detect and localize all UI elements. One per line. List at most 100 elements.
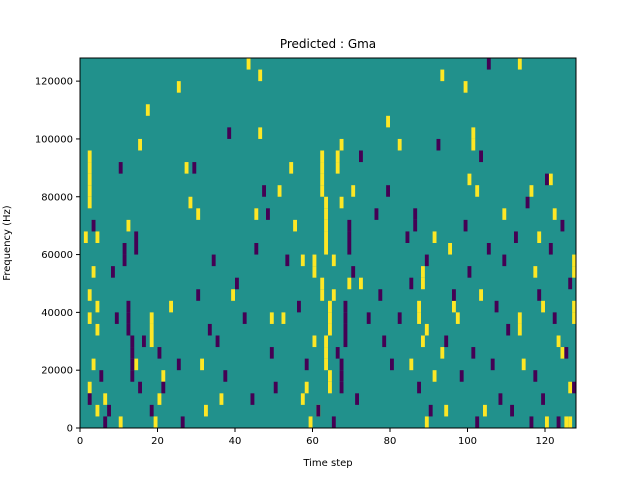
- heatmap-cell-high-6: [91, 266, 96, 278]
- x-axis-ticks: 0 20 40 60 80 100 120: [77, 428, 555, 447]
- heatmap-cell-high-86: [421, 335, 425, 348]
- heatmap-cell-high-46: [300, 393, 305, 405]
- heatmap-cell-high-57: [324, 243, 328, 255]
- heatmap-cell-low-84: [486, 58, 491, 70]
- heatmap-cell-low-24: [176, 358, 181, 371]
- heatmap-cell-low-59: [359, 150, 363, 163]
- heatmap-cell-low-69: [413, 219, 418, 232]
- heatmap-cell-high-122: [568, 381, 573, 394]
- heatmap-cell-high-116: [548, 173, 553, 186]
- heatmap-cell-high-124: [572, 300, 576, 313]
- heatmap-cell-low-12: [126, 300, 131, 313]
- heatmap-cell-high-30: [188, 196, 193, 209]
- heatmap-cell-high-33: [204, 404, 208, 417]
- heatmap-cell-high-32: [200, 358, 204, 371]
- heatmap-cell-low-42: [297, 300, 301, 313]
- heatmap-cell-low-47: [339, 381, 344, 394]
- heatmap-cell-high-108: [517, 312, 522, 324]
- heatmap-cell-low-75: [444, 335, 449, 348]
- heatmap-cell-low-52: [343, 312, 348, 324]
- heatmap-cell-high-21: [149, 335, 154, 348]
- heatmap-cell-low-85: [490, 358, 495, 371]
- heatmap-cell-low-54: [347, 243, 352, 255]
- x-tick-label-3: 60: [306, 436, 319, 447]
- heatmap-cell-high-39: [258, 69, 263, 82]
- heatmap-cell-high-55: [320, 162, 325, 174]
- heatmap-cell-high-65: [324, 347, 328, 359]
- heatmap-cell-low-55: [347, 231, 352, 243]
- heatmap-cell-high-119: [560, 347, 565, 359]
- heatmap-cell-high-18: [134, 358, 139, 371]
- heatmap-cell-low-74: [436, 138, 441, 151]
- plot-area: [79, 57, 577, 429]
- heatmap-cell-low-35: [250, 393, 255, 405]
- heatmap-cell-low-2: [99, 370, 104, 382]
- x-tick-label-1: 20: [151, 436, 164, 447]
- heatmap-cell-high-10: [87, 381, 92, 394]
- heatmap-cell-low-57: [351, 266, 356, 278]
- heatmap-cell-high-97: [452, 300, 456, 313]
- heatmap-cell-low-56: [347, 219, 352, 232]
- heatmap-cell-low-73: [428, 404, 433, 417]
- heatmap-cell-low-78: [463, 219, 468, 232]
- heatmap-cell-high-71: [328, 300, 332, 313]
- heatmap-cell-high-8: [87, 312, 92, 324]
- heatmap-cell-low-28: [207, 323, 212, 336]
- heatmap-cell-low-87: [498, 393, 503, 405]
- heatmap-cell-high-85: [417, 300, 421, 313]
- heatmap-cell-low-48: [339, 370, 344, 382]
- heatmap-cell-low-13: [130, 370, 135, 382]
- heatmap-cell-high-68: [328, 370, 332, 382]
- heatmap-cell-low-70: [413, 208, 418, 220]
- heatmap-cell-low-89: [506, 323, 511, 336]
- heatmap-cell-low-17: [134, 243, 139, 255]
- heatmap-cell-high-20: [145, 104, 150, 116]
- heatmap-cell-low-9: [122, 243, 127, 255]
- heatmap-cells-high: [83, 58, 576, 428]
- heatmap-cell-high-26: [161, 370, 166, 382]
- heatmap-cell-high-113: [537, 231, 542, 243]
- heatmap-cell-high-61: [324, 196, 328, 209]
- heatmap-cell-high-22: [149, 323, 154, 336]
- heatmap-cell-low-45: [331, 416, 336, 428]
- heatmap-cell-high-90: [424, 416, 429, 428]
- heatmap-cell-low-80: [471, 347, 476, 359]
- heatmap-cell-high-50: [312, 266, 317, 278]
- heatmap-cell-low-25: [180, 416, 185, 428]
- heatmap-cell-high-121: [568, 416, 573, 428]
- x-tick-label-6: 120: [535, 436, 554, 447]
- heatmap-cell-high-56: [320, 150, 325, 163]
- heatmap-cell-low-46: [335, 347, 340, 359]
- heatmap-cell-high-60: [324, 208, 328, 220]
- heatmap-cell-high-79: [351, 185, 356, 197]
- heatmap-cell-low-68: [409, 277, 414, 290]
- heatmap-cell-high-11: [95, 231, 100, 243]
- heatmap-cell-high-63: [320, 277, 325, 290]
- heatmap-cell-high-0: [87, 196, 92, 209]
- heatmap-cell-low-92: [525, 196, 530, 209]
- heatmap-cell-high-72: [331, 254, 336, 267]
- heatmap-cell-high-3: [87, 162, 92, 174]
- heatmap-cell-low-44: [316, 404, 321, 417]
- heatmap-cell-high-101: [471, 138, 476, 151]
- heatmap-cell-low-49: [339, 358, 344, 371]
- heatmap-cell-high-111: [529, 185, 534, 197]
- heatmap-cell-low-40: [273, 381, 278, 394]
- heatmap-cell-high-14: [95, 404, 100, 417]
- heatmap-cell-high-104: [479, 289, 483, 301]
- heatmap-cell-high-118: [556, 335, 561, 348]
- heatmap-cell-high-98: [455, 312, 460, 324]
- heatmap-cell-high-19: [138, 138, 142, 151]
- heatmap-cell-low-96: [541, 393, 545, 405]
- heatmap-cell-high-75: [335, 150, 340, 163]
- y-axis-ticks: 0 20000 40000 60000 80000 100000 120000: [35, 77, 80, 435]
- heatmap-cell-low-33: [235, 277, 239, 290]
- heatmap-cell-high-45: [300, 254, 305, 267]
- heatmap-cell-high-49: [312, 254, 317, 267]
- heatmap-cell-high-70: [328, 312, 332, 324]
- heatmap-cell-low-58: [355, 393, 359, 405]
- heatmap-cell-low-23: [161, 381, 166, 394]
- heatmap-cell-high-80: [359, 277, 363, 290]
- heatmap-cell-high-103: [475, 185, 480, 197]
